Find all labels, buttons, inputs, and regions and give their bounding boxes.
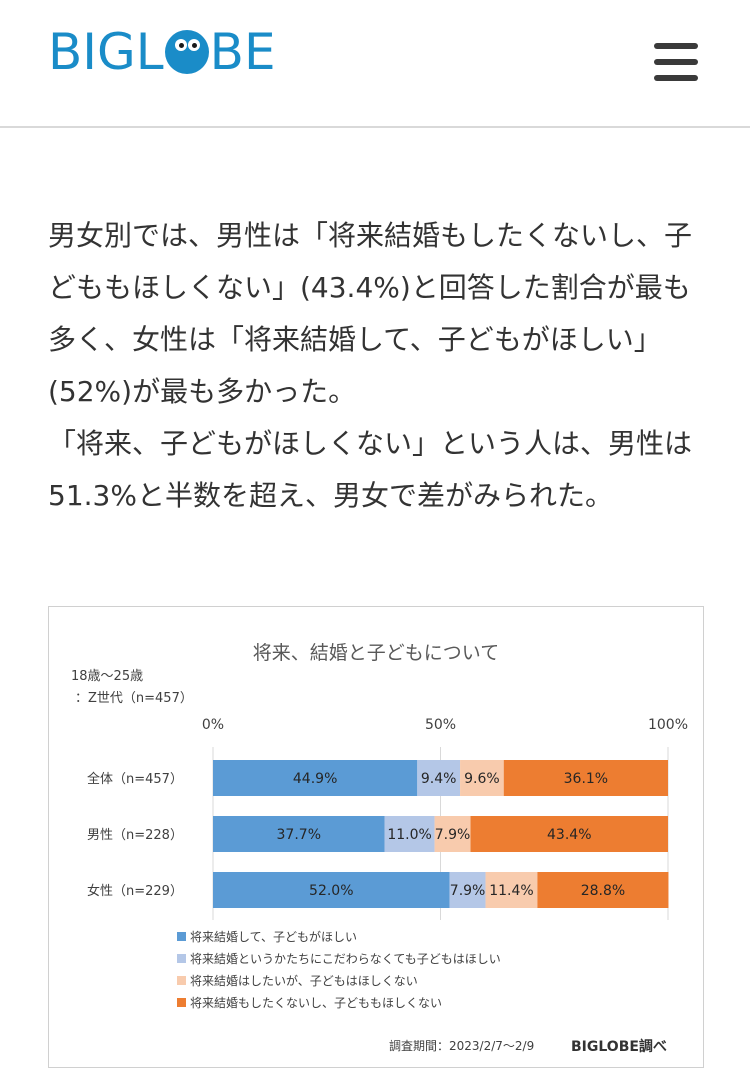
survey-chart-figure: 将来、結婚と子どもについて 18歳～25歳 ：Z世代（n=457） 0% 50% 1… — [48, 606, 704, 1068]
legend-label: 将来結婚もしたくないし、子どももほしくない — [190, 996, 442, 1010]
bar-data-label: 52.0% — [309, 883, 353, 899]
bar-segment — [213, 816, 385, 852]
bar-segment — [213, 872, 450, 908]
bar-data-label: 9.4% — [421, 771, 457, 787]
legend-swatch — [177, 954, 186, 963]
article-line: 多く、女性は「将来結婚して、子どもがほしい」 — [48, 323, 662, 356]
bar-segment — [384, 816, 435, 852]
bar-data-label: 11.0% — [387, 827, 431, 843]
bar-segment — [213, 760, 418, 796]
chart-subtitle-line2: ：Z世代（n=457） — [75, 691, 193, 706]
chart-legend: 将来結婚して、子どもがほしい将来結婚というかたちにこだわらなくても子どもはほしい… — [177, 929, 501, 1010]
chart-title: 将来、結婚と子どもについて — [253, 642, 499, 664]
article-line: 「将来、子どもがほしくない」という人は、男性は — [48, 427, 693, 460]
bar-segment — [503, 760, 668, 796]
bar-data-label: 7.9% — [450, 883, 486, 899]
bar-segment — [485, 872, 538, 908]
bar-segment — [434, 816, 471, 852]
bar-data-label: 44.9% — [293, 771, 337, 787]
bar-data-label: 36.1% — [564, 771, 608, 787]
logo-mascot-icon — [164, 30, 209, 74]
bar-segment — [460, 760, 504, 796]
article-line: どももほしくない」(43.4%)と回答した割合が最も — [48, 271, 691, 304]
chart-subtitle-line1: 18歳～25歳 — [71, 669, 143, 684]
chart-source: BIGLOBE調べ — [571, 1038, 667, 1055]
stacked-bar-chart: 将来、結婚と子どもについて 18歳～25歳 ：Z世代（n=457） 0% 50% 1… — [71, 642, 688, 1055]
bar-segment — [417, 760, 461, 796]
legend-swatch — [177, 998, 186, 1007]
chart-footnote: 調査期間：2023/2/7～2/9 — [389, 1039, 534, 1053]
category-label: 女性（n=229） — [87, 883, 183, 899]
article-line: (52%)が最も多かった。 — [48, 375, 357, 408]
legend-label: 将来結婚というかたちにこだわらなくても子どもはほしい — [190, 952, 501, 966]
legend-swatch — [177, 976, 186, 985]
category-label: 男性（n=228） — [87, 828, 183, 843]
site-header: BIGL BE — [0, 0, 750, 128]
bar-data-label: 28.8% — [581, 883, 625, 899]
logo-text-left: BIGL — [48, 23, 164, 81]
bar-data-label: 37.7% — [277, 827, 321, 843]
axis-tick-label: 100% — [648, 717, 688, 733]
logo-text-right: BE — [209, 23, 276, 81]
legend-swatch — [177, 932, 186, 941]
bar-segment — [537, 872, 669, 908]
article-body: 男女別では、男性は「将来結婚もしたくないし、子 どももほしくない」(43.4%)… — [48, 210, 708, 522]
category-label: 全体（n=457） — [87, 771, 183, 787]
plot-area: 0% 50% 100% 全体（n=457） 44.9% 9.4% 9.6% 36.1% 男性（n… — [87, 717, 688, 920]
legend-label: 将来結婚して、子どもがほしい — [190, 929, 357, 944]
axis-tick-label: 50% — [425, 717, 456, 733]
bar-data-label: 7.9% — [435, 827, 471, 843]
article-line: 男女別では、男性は「将来結婚もしたくないし、子 — [48, 219, 693, 252]
hamburger-menu-icon[interactable] — [652, 40, 700, 84]
bar-data-label: 43.4% — [547, 827, 591, 843]
article-line: 51.3%と半数を超え、男女で差がみられた。 — [48, 479, 613, 512]
legend-label: 将来結婚はしたいが、子どもはほしくない — [190, 973, 418, 988]
bar-data-label: 9.6% — [464, 771, 500, 787]
bar-data-label: 11.4% — [489, 883, 533, 899]
biglobe-logo[interactable]: BIGL BE — [48, 20, 276, 84]
bar-segment — [449, 872, 486, 908]
bar-segment — [470, 816, 668, 852]
axis-tick-label: 0% — [202, 717, 224, 733]
